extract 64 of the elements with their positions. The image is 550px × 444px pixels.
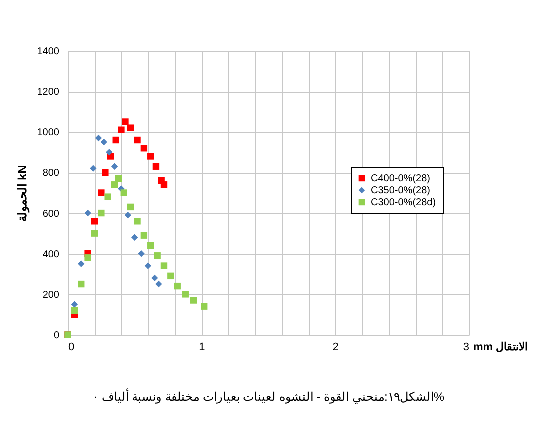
point [160, 182, 168, 188]
point [102, 169, 109, 176]
x-tick-label: 3 [463, 342, 470, 354]
point [91, 230, 98, 237]
point [148, 242, 154, 250]
y-tick-label: 400 [42, 249, 60, 260]
point [152, 163, 160, 170]
point [134, 136, 141, 144]
point [140, 145, 148, 152]
point [154, 252, 161, 260]
point [190, 297, 197, 304]
y-tick-label: 800 [42, 168, 60, 180]
point [84, 254, 92, 262]
y-axis-title: الحمولة kN [15, 165, 30, 222]
point [71, 307, 78, 314]
point [144, 262, 152, 270]
point [127, 124, 134, 132]
x-axis-title: mm الانتقال [474, 342, 528, 354]
y-tick-label: 200 [42, 290, 60, 301]
point [95, 134, 102, 142]
point [112, 136, 120, 144]
point [200, 303, 208, 310]
point [138, 250, 145, 258]
point [174, 282, 181, 290]
legend-label: C400-0%(28) [371, 173, 430, 184]
legend-label: C350-0%(28) [371, 185, 430, 196]
point [98, 210, 105, 217]
point [100, 138, 108, 146]
point [118, 126, 125, 134]
point [84, 210, 92, 217]
point [148, 153, 154, 160]
point [115, 175, 122, 182]
x-tick-label: 2 [332, 342, 339, 354]
legend-label: C300-0%(28d) [371, 197, 436, 208]
y-tick-label: 600 [42, 208, 60, 220]
point [131, 234, 138, 241]
point [78, 280, 85, 288]
point [111, 163, 118, 170]
point [124, 212, 132, 219]
point [140, 232, 148, 239]
text: الشكل١٩:منحني القوة - التشوه لعينات بعيارات مختلفة ونسبة ألياف ٠% [92, 389, 445, 404]
x-tick-label: 1 [199, 342, 206, 354]
y-tick-label: 1400 [37, 46, 60, 58]
point [156, 280, 162, 288]
point [134, 218, 141, 225]
point [168, 272, 174, 280]
point [160, 262, 168, 270]
y-tick-label: 1200 [37, 87, 60, 98]
point [90, 165, 97, 172]
point [104, 194, 112, 200]
point [152, 274, 158, 282]
point [71, 301, 78, 308]
y-tick-label: 1000 [37, 128, 60, 139]
point [98, 190, 105, 196]
point [106, 149, 113, 156]
point [91, 218, 98, 225]
point [78, 260, 85, 268]
point [111, 182, 118, 188]
point [122, 118, 129, 126]
x-tick-label: 0 [68, 342, 75, 354]
point [127, 204, 134, 211]
y-tick-label: 0 [54, 330, 60, 342]
point [182, 291, 189, 298]
point [120, 190, 128, 196]
